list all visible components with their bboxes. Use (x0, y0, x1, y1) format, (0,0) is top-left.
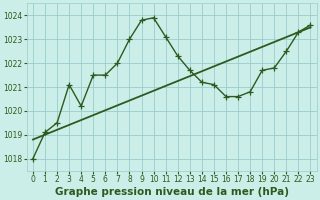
X-axis label: Graphe pression niveau de la mer (hPa): Graphe pression niveau de la mer (hPa) (55, 187, 289, 197)
